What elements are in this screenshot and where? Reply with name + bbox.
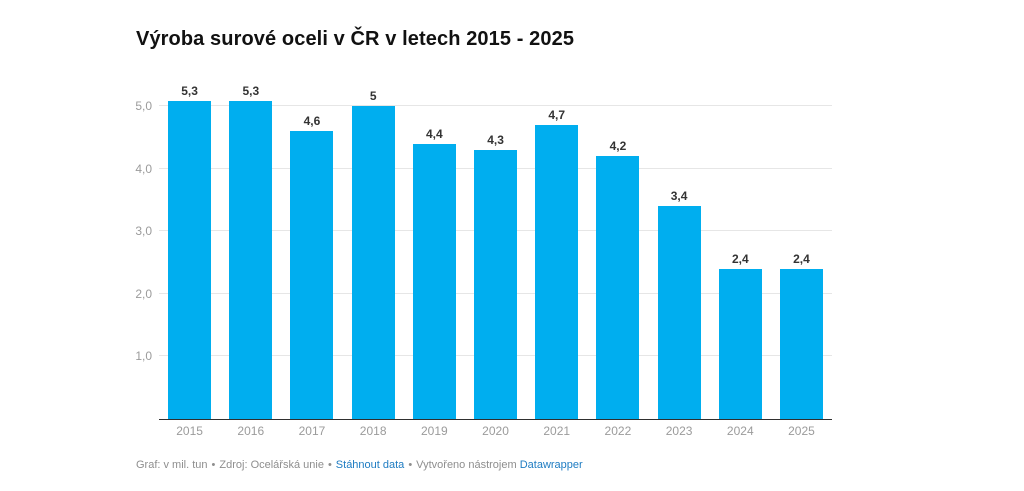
bar-column: 3,4 xyxy=(649,85,710,419)
bar-value-label: 4,6 xyxy=(303,114,321,129)
x-axis-tick-label: 2015 xyxy=(176,424,203,438)
plot-area: 5,3 5,3 4,6 5 4,4 4,3 4,7 4,2 3,4 2,4 2,4 xyxy=(159,85,832,420)
gridline xyxy=(159,105,832,106)
footer-separator: • xyxy=(211,459,216,471)
x-axis-tick-label: 2021 xyxy=(543,424,571,438)
footer-note: Graf: v mil. tun xyxy=(136,459,208,471)
chart-bar-2025[interactable] xyxy=(779,268,823,419)
bar-value-label: 5,3 xyxy=(181,84,198,98)
bar-value-label: 2,4 xyxy=(793,251,810,266)
bar-value-label: 2,4 xyxy=(731,251,749,266)
bar-column: 2,4 xyxy=(771,85,832,419)
bar-column: 5 xyxy=(343,85,404,419)
bar-column: 4,7 xyxy=(526,85,587,419)
chart-bar-2022[interactable] xyxy=(596,156,640,419)
chart-bar-2021[interactable] xyxy=(535,124,579,419)
chart-bar-2017[interactable] xyxy=(290,131,334,419)
footer-separator: • xyxy=(408,459,413,471)
y-axis-tick-label: 2,0 xyxy=(135,286,152,301)
x-axis-tick-label: 2022 xyxy=(604,424,632,438)
bar-value-label: 4,3 xyxy=(487,132,504,147)
x-axis-tick-label: 2016 xyxy=(237,424,265,438)
bar-column: 4,6 xyxy=(281,85,342,419)
bar-value-label: 4,7 xyxy=(548,107,566,122)
footer-separator: • xyxy=(327,459,332,471)
download-data-link[interactable]: Stáhnout data xyxy=(335,459,405,471)
x-axis-tick-label: 2017 xyxy=(298,424,326,438)
x-axis-tick-label: 2024 xyxy=(726,424,754,438)
y-axis-tick-label: 5,0 xyxy=(135,99,152,113)
bar-value-label: 5 xyxy=(369,89,377,103)
y-axis-tick-label: 4,0 xyxy=(135,161,152,176)
bar-value-label: 5,3 xyxy=(242,84,260,98)
y-axis-tick-label: 1,0 xyxy=(135,349,152,364)
chart-title: Výroba surové oceli v ČR v letech 2015 -… xyxy=(136,28,575,50)
x-axis-tick-label: 2018 xyxy=(359,424,387,438)
bar-column: 4,2 xyxy=(587,85,648,419)
footer-created-with: Vytvořeno nástrojem xyxy=(416,459,517,471)
chart-bar-2024[interactable] xyxy=(718,268,762,419)
bars-layer: 5,3 5,3 4,6 5 4,4 4,3 4,7 4,2 3,4 2,4 2,4 xyxy=(159,85,832,419)
bar-value-label: 4,4 xyxy=(426,126,443,141)
bar-column: 4,3 xyxy=(465,85,526,419)
bar-column: 5,3 xyxy=(220,85,281,419)
x-axis-tick-label: 2023 xyxy=(665,424,693,438)
bar-column: 5,3 xyxy=(159,85,220,419)
y-axis-tick-label: 3,0 xyxy=(135,224,152,239)
chart-bar-2019[interactable] xyxy=(412,143,456,419)
x-axis-labels: 2015 2016 2017 2018 2019 2020 2021 2022 2023 2024… xyxy=(159,424,832,438)
bar-column: 4,4 xyxy=(404,85,465,419)
chart-bar-2023[interactable] xyxy=(657,206,701,419)
bar-value-label: 3,4 xyxy=(670,189,688,204)
x-axis-tick-label: 2019 xyxy=(420,424,448,438)
bar-column: 2,4 xyxy=(710,85,771,419)
x-axis-tick-label: 2020 xyxy=(482,424,509,438)
footer-source: Zdroj: Ocelářská unie xyxy=(219,459,324,471)
datawrapper-link[interactable]: Datawrapper xyxy=(519,459,583,471)
chart-bar-2016[interactable] xyxy=(229,101,273,419)
chart-footer: Graf: v mil. tun • Zdroj: Ocelářská unie • S… xyxy=(136,458,583,472)
chart-bar-2018[interactable] xyxy=(351,106,395,419)
chart-bar-2015[interactable] xyxy=(168,101,212,419)
bar-value-label: 4,2 xyxy=(609,139,627,154)
x-axis-tick-label: 2025 xyxy=(788,424,815,438)
chart-bar-2020[interactable] xyxy=(474,149,518,419)
